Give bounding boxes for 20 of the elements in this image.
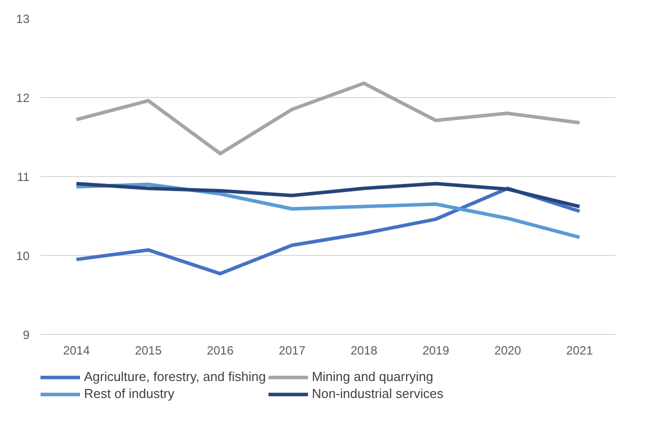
x-tick-label: 2021 [566,344,594,358]
line-series [74,82,582,156]
x-tick-label: 2017 [278,344,306,358]
y-tick-label: 11 [17,170,30,184]
legend-label: Agriculture, forestry, and fishing [84,369,266,384]
x-tick-label: 2014 [63,344,90,358]
x-tick-label: 2020 [494,344,522,358]
y-tick-label: 13 [16,12,30,26]
x-tick-label: 2016 [206,344,234,358]
x-tick-label: 2018 [350,344,378,358]
legend-label: Non-industrial services [312,386,444,401]
x-tick-label: 2019 [422,344,450,358]
line-series [74,186,582,276]
line-series [74,182,582,208]
legend-label: Rest of industry [84,386,174,401]
y-tick-label: 10 [16,249,30,263]
x-tick-label: 2015 [134,344,162,358]
y-tick-label: 12 [16,91,30,105]
legend-label: Mining and quarrying [312,369,434,384]
y-tick-label: 9 [22,328,30,342]
